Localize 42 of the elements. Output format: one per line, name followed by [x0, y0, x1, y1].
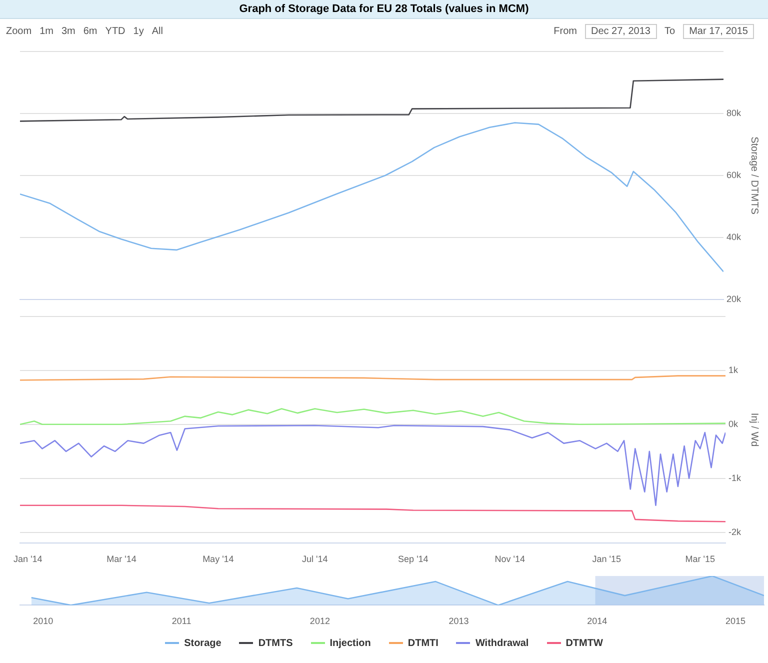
x-tick-label: 2011	[172, 616, 192, 626]
legend-label: DTMTW	[566, 638, 603, 648]
legend-label: DTMTI	[408, 638, 438, 648]
y-tick-label: -2k	[728, 526, 742, 537]
text: Mar 17, 2015	[683, 24, 754, 38]
legend-label: DTMTS	[258, 638, 293, 648]
text: All	[152, 26, 163, 36]
text: 6m	[83, 26, 98, 36]
y-tick-label: 0k	[728, 418, 739, 429]
x-tick-label: Jan '14	[14, 554, 42, 564]
legend-label: Injection	[330, 638, 371, 648]
x-tick-label: Mar '14	[106, 554, 136, 564]
text: 1y	[133, 26, 144, 36]
legend-label: Storage	[184, 638, 222, 648]
y-axis-title: Storage / DTMTS	[748, 136, 760, 215]
text: From	[554, 26, 577, 36]
x-tick-label: May '14	[202, 554, 234, 564]
y-tick-label: -1k	[728, 472, 742, 483]
text: 1m	[40, 26, 54, 36]
x-tick-label: Sep '14	[398, 554, 428, 564]
y-tick-label: 1k	[728, 364, 739, 375]
y-tick-label: 60k	[726, 170, 742, 180]
x-tick-label: 2013	[448, 616, 469, 626]
x-tick-label: 2015	[726, 616, 746, 626]
text: Graph of Storage Data for EU 28 Totals (values in MCM)	[0, 0, 768, 19]
x-tick-label: 2014	[587, 616, 608, 626]
legend-label: Withdrawal	[475, 638, 529, 648]
text: To	[664, 26, 676, 36]
x-tick-label: Jul '14	[302, 554, 328, 564]
x-tick-label: Jan '15	[592, 554, 621, 564]
text: Zoom	[6, 26, 32, 36]
text: Dec 27, 2013	[585, 24, 656, 38]
x-tick-label: Nov '14	[494, 554, 525, 564]
y-tick-label: 40k	[726, 232, 742, 242]
x-tick-label: Mar '15	[685, 554, 715, 564]
text: 3m	[61, 26, 76, 36]
text: YTD	[105, 26, 126, 36]
x-tick-label: 2010	[33, 616, 54, 626]
y-tick-label: 80k	[726, 108, 742, 118]
y-tick-label: 20k	[726, 294, 742, 304]
x-tick-label: 2012	[310, 616, 330, 626]
y-axis-title: Inj / Wd	[748, 412, 760, 447]
